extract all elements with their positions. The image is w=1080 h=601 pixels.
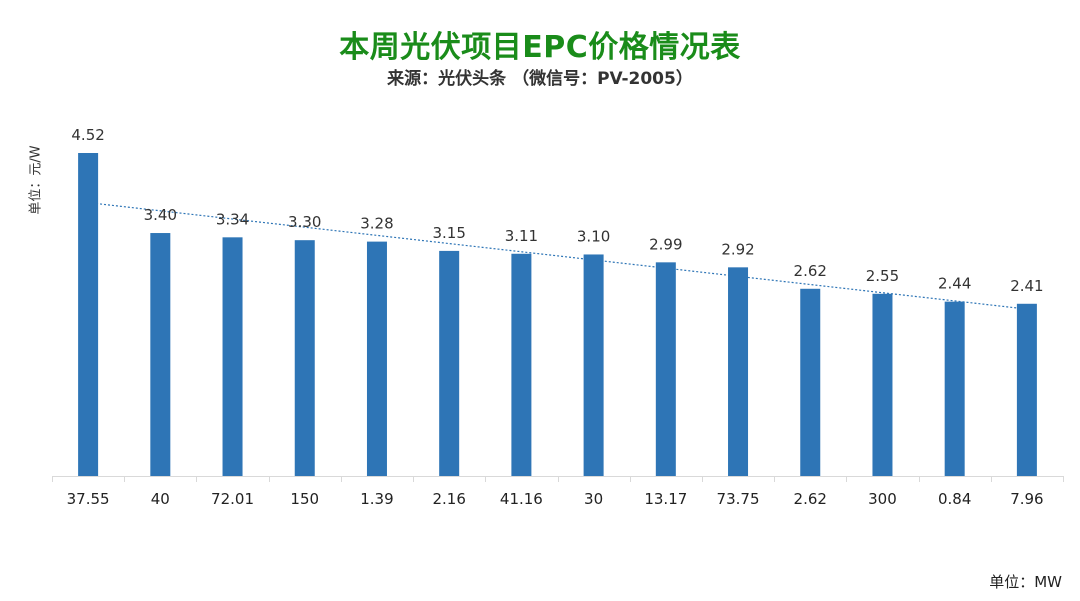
x-tick-label: 30 [584, 490, 603, 508]
x-axis-unit-label: 单位：MW [989, 573, 1062, 591]
data-label: 3.28 [360, 215, 393, 233]
data-label: 3.15 [432, 224, 465, 242]
bar [872, 293, 893, 476]
bar [439, 250, 460, 476]
data-label: 4.52 [71, 126, 104, 144]
bar [222, 237, 243, 476]
x-tick-label: 2.16 [432, 490, 465, 508]
chart-title: 本周光伏项目EPC价格情况表 [339, 30, 741, 65]
bar [728, 267, 749, 476]
x-tick-label: 40 [151, 490, 170, 508]
bar [150, 233, 171, 476]
bar [1016, 303, 1037, 476]
bar [366, 241, 387, 476]
x-tick-label: 1.39 [360, 490, 393, 508]
x-tick-label: 72.01 [211, 490, 254, 508]
bars-layer [78, 153, 1037, 476]
bar [78, 153, 99, 476]
x-tick-label: 73.75 [717, 490, 760, 508]
data-label: 2.44 [938, 275, 971, 293]
trendline-layer [88, 202, 1027, 310]
bar [800, 288, 821, 476]
labels-layer: 4.52 37.55 3.40 40 3.34 72.01 3.30 150 3.28 1.39 3… [67, 126, 1044, 508]
bar [655, 262, 676, 476]
x-tick-label: 7.96 [1010, 490, 1043, 508]
x-tick-label: 2.62 [794, 490, 827, 508]
x-tick-label: 41.16 [500, 490, 543, 508]
data-label: 3.10 [577, 227, 610, 245]
bar [511, 253, 532, 476]
data-label: 3.34 [216, 210, 249, 228]
chart-subtitle: 来源：光伏头条 （微信号：PV-2005） [387, 69, 693, 89]
data-label: 2.99 [649, 235, 682, 253]
data-label: 2.41 [1010, 277, 1043, 295]
x-axis [52, 476, 1064, 482]
data-label: 2.62 [794, 262, 827, 280]
x-tick-label: 13.17 [644, 490, 687, 508]
bar [944, 301, 965, 476]
data-label: 3.40 [144, 206, 177, 224]
data-label: 2.55 [866, 267, 899, 285]
data-label: 3.11 [505, 227, 538, 245]
data-label: 2.92 [721, 240, 754, 258]
trendline [88, 202, 1027, 310]
x-tick-label: 37.55 [67, 490, 110, 508]
x-tick-label: 150 [290, 490, 319, 508]
bar [294, 240, 315, 476]
x-tick-label: 0.84 [938, 490, 971, 508]
bar [583, 254, 604, 476]
x-tick-label: 300 [868, 490, 897, 508]
data-label: 3.30 [288, 213, 321, 231]
